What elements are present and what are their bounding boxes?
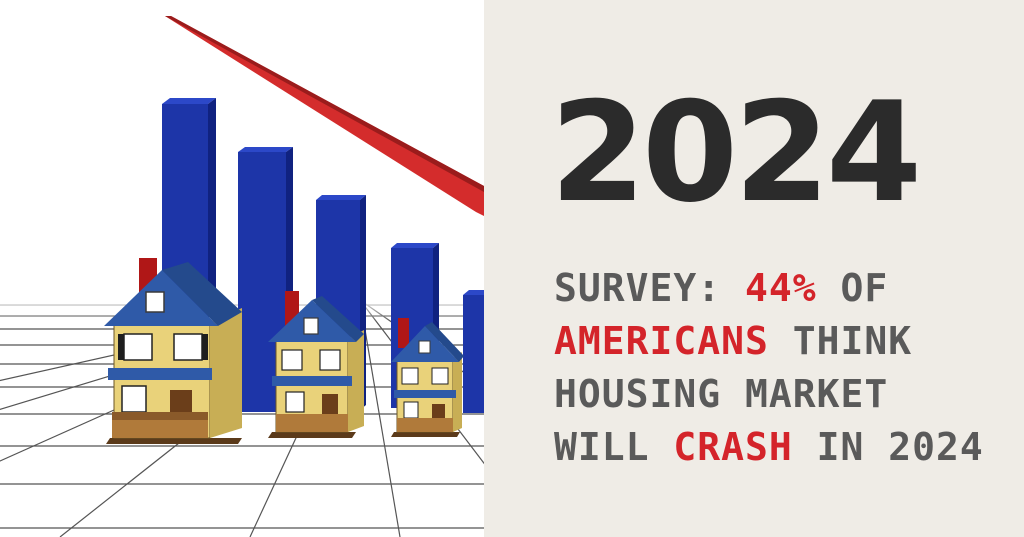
house-icon-3 (391, 322, 464, 437)
headline-text: OF (816, 266, 889, 310)
headline-line-2: AMERICANS THINK (554, 315, 984, 368)
headline-text: WILL (554, 425, 674, 469)
downward-trend-arrow (165, 16, 484, 216)
highlight-percentage: 44% (745, 266, 817, 310)
house-icon (104, 262, 242, 444)
bar-5 (463, 290, 484, 413)
housing-chart-illustration (0, 0, 484, 537)
red-bar-3 (398, 318, 409, 348)
headline-text: IN 2024 (792, 425, 984, 469)
headline-text: THINK (768, 319, 913, 363)
declining-bar-chart-illustration (0, 16, 484, 537)
headline-text: SURVEY: (554, 266, 746, 310)
house-icon-2 (268, 296, 364, 438)
headline-line-1: SURVEY: 44% OF (554, 262, 984, 315)
highlight-crash: CRASH (673, 425, 793, 469)
headline-line-4: WILL CRASH IN 2024 (554, 421, 984, 474)
year-title: 2024 (550, 72, 922, 233)
survey-headline: SURVEY: 44% OF AMERICANS THINK HOUSING M… (554, 262, 984, 474)
highlight-americans: AMERICANS (554, 319, 769, 363)
headline-line-3: HOUSING MARKET (554, 372, 889, 416)
text-panel: 2024 SURVEY: 44% OF AMERICANS THINK HOUS… (484, 0, 1024, 537)
